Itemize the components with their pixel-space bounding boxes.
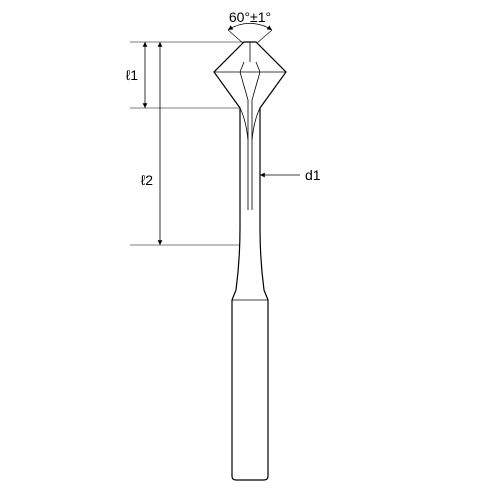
- l2-label: ℓ2: [141, 172, 154, 188]
- angle-label: 60°±1°: [229, 9, 271, 25]
- tool-diagram: 60°±1° ℓ1 ℓ2 d1: [0, 0, 500, 500]
- d1-dimension: d1: [260, 167, 321, 183]
- l1-label: ℓ1: [126, 67, 139, 83]
- d1-label: d1: [305, 167, 321, 183]
- angle-dimension: 60°±1°: [228, 9, 272, 44]
